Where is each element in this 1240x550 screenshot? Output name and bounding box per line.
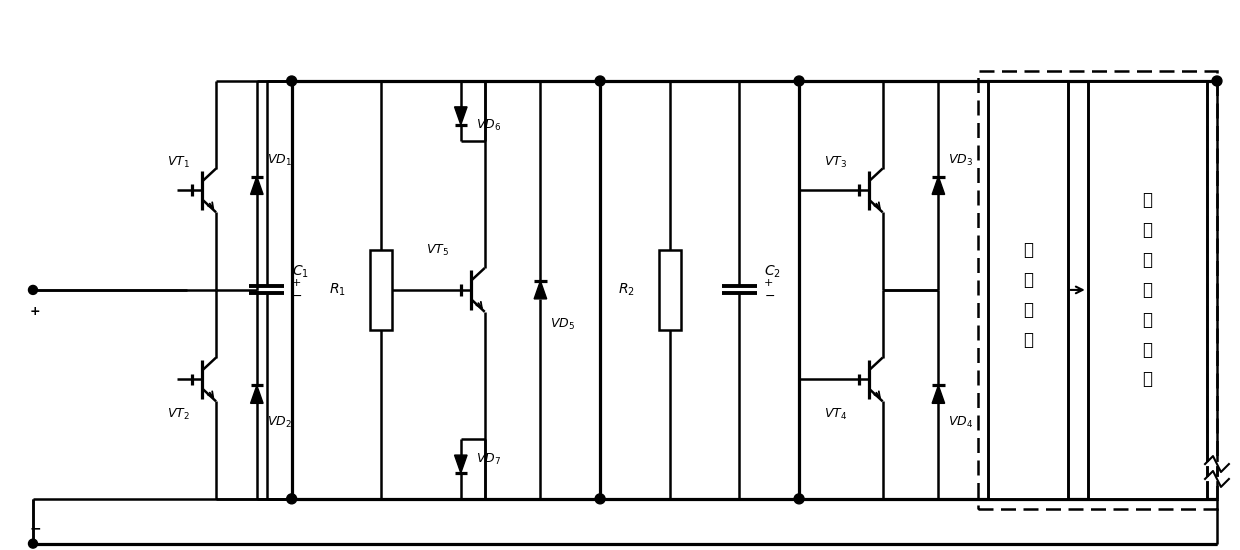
Circle shape — [794, 76, 804, 86]
Bar — [988, 81, 1068, 499]
Polygon shape — [250, 177, 263, 194]
Text: 电: 电 — [1023, 301, 1033, 319]
Bar — [978, 71, 1216, 509]
Circle shape — [29, 285, 37, 294]
Polygon shape — [932, 386, 945, 403]
Text: −: − — [30, 522, 41, 536]
Text: $R_1$: $R_1$ — [330, 282, 346, 298]
Polygon shape — [455, 107, 467, 125]
Text: 控: 控 — [1142, 191, 1152, 210]
Text: $VD_4$: $VD_4$ — [949, 415, 973, 430]
Text: $VT_2$: $VT_2$ — [167, 407, 190, 422]
Text: 单: 单 — [1142, 340, 1152, 359]
Text: $VD_3$: $VD_3$ — [949, 153, 973, 168]
Circle shape — [286, 76, 296, 86]
Text: +: + — [764, 278, 774, 288]
Circle shape — [1211, 76, 1221, 86]
Text: +: + — [291, 278, 301, 288]
Text: 制: 制 — [1142, 221, 1152, 239]
Text: $VD_6$: $VD_6$ — [476, 118, 501, 133]
Text: −: − — [764, 290, 775, 304]
Text: $VD_5$: $VD_5$ — [551, 317, 575, 332]
Bar — [1087, 81, 1207, 499]
Text: $VD_2$: $VD_2$ — [267, 415, 291, 430]
Bar — [371, 250, 392, 329]
Text: $C_2$: $C_2$ — [764, 264, 781, 280]
Text: +: + — [30, 305, 40, 318]
Circle shape — [29, 539, 37, 548]
Text: $R_2$: $R_2$ — [618, 282, 635, 298]
Text: $VD_7$: $VD_7$ — [476, 452, 501, 466]
Text: 驱: 驱 — [1142, 281, 1152, 299]
Text: $VT_4$: $VT_4$ — [823, 407, 847, 422]
Polygon shape — [455, 455, 467, 473]
Text: −: − — [291, 290, 303, 304]
Circle shape — [286, 494, 296, 504]
Circle shape — [595, 494, 605, 504]
Bar — [658, 250, 681, 329]
Polygon shape — [534, 281, 547, 299]
Circle shape — [595, 76, 605, 86]
Circle shape — [794, 494, 804, 504]
Text: 源: 源 — [1023, 331, 1033, 349]
Text: $VT_3$: $VT_3$ — [823, 155, 847, 170]
Polygon shape — [932, 177, 945, 194]
Polygon shape — [250, 386, 263, 403]
Text: $VT_5$: $VT_5$ — [427, 243, 449, 258]
Text: $C_1$: $C_1$ — [291, 264, 309, 280]
Text: 取: 取 — [1023, 241, 1033, 259]
Text: 及: 及 — [1142, 251, 1152, 269]
Text: 动: 动 — [1142, 311, 1152, 329]
Text: 元: 元 — [1142, 371, 1152, 388]
Text: 能: 能 — [1023, 271, 1033, 289]
Text: $VD_1$: $VD_1$ — [267, 153, 291, 168]
Text: $VT_1$: $VT_1$ — [167, 155, 190, 170]
